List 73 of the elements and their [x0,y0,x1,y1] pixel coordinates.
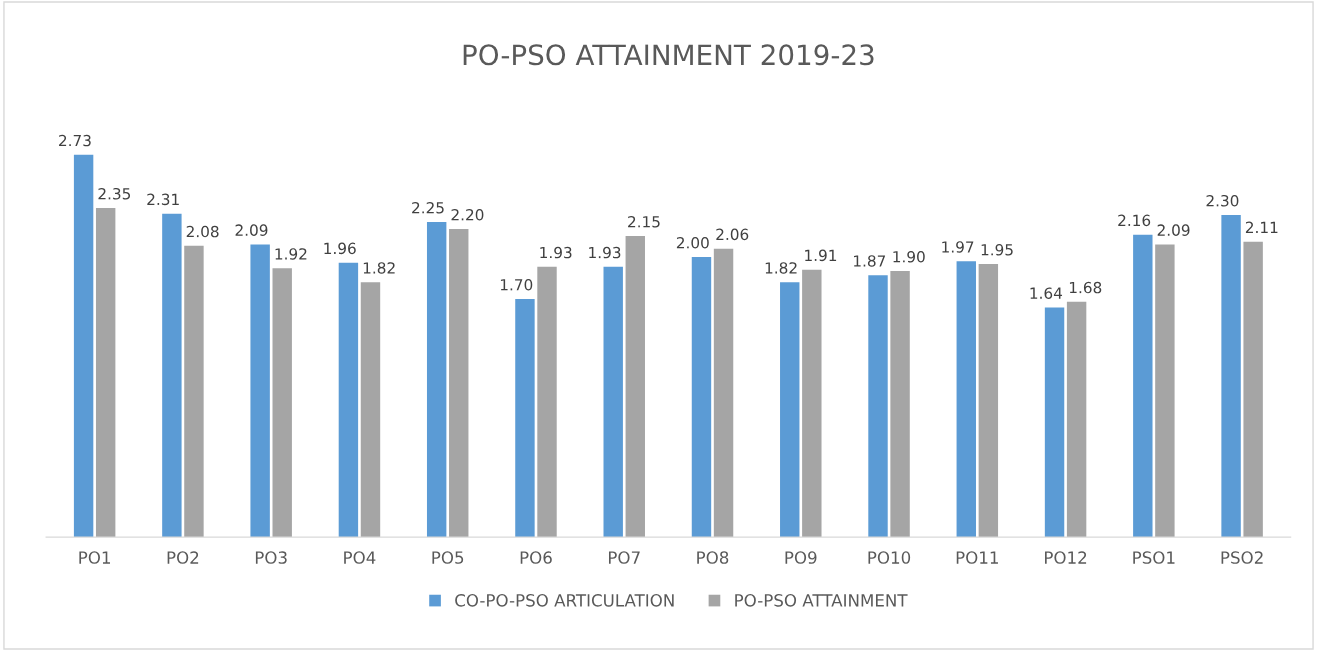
bar [1221,215,1241,538]
bar [95,208,116,538]
data-label: 1.82 [363,262,395,274]
bar [868,275,888,538]
data-label: 1.90 [893,250,925,263]
data-label: 1.70 [500,278,533,291]
bar [625,236,645,538]
bar [537,266,557,538]
bar [890,271,910,538]
bar [338,262,359,538]
data-label: 1.97 [942,241,974,253]
data-label: 1.64 [1030,287,1063,299]
bar [1066,301,1087,538]
x-tick-label: PO3 [255,551,287,564]
x-tick-label: PSO2 [1221,551,1263,564]
bar [956,261,976,538]
data-label: 2.16 [1118,214,1151,227]
bar [713,248,734,538]
x-tick-label: PO5 [432,551,464,564]
data-label: 2.00 [676,236,709,249]
data-label: 1.68 [1069,281,1102,294]
legend-label: CO-PO-PSO ARTICULATION [455,594,674,607]
bar [426,222,447,538]
data-label: 2.15 [628,215,660,228]
chart-title: PO-PSO ATTAINMENT 2019-23 [463,44,874,66]
bar [603,266,623,538]
data-label: 2.35 [98,187,131,200]
data-label: 1.95 [981,243,1013,256]
x-tick-label: PO7 [608,551,640,564]
x-tick-label: PO4 [344,551,376,564]
bar [250,244,270,538]
bar [272,268,292,538]
bar [515,299,535,538]
data-label: 2.09 [235,224,268,236]
legend-label: PO-PSO ATTAINMENT [735,594,908,607]
bar [1243,241,1263,538]
bar [1133,234,1153,538]
x-tick-label: PO1 [79,551,110,564]
data-label: 1.82 [765,262,797,274]
bar [184,245,204,538]
bar [978,264,999,538]
x-tick-label: PSO1 [1133,551,1175,564]
data-label: 2.25 [412,201,444,214]
data-label: 1.92 [275,248,307,260]
data-label: 1.96 [324,242,356,255]
x-tick-label: PO8 [697,551,729,564]
data-label: 2.09 [1157,224,1190,236]
x-tick-label: PO11 [956,551,998,564]
data-label: 1.87 [854,255,886,267]
x-tick-label: PO12 [1045,551,1087,564]
bar [162,213,182,538]
data-label: 1.91 [805,249,837,262]
x-tick-label: PO10 [868,551,911,564]
data-label: 2.20 [451,208,484,221]
x-tick-label: PO2 [167,551,199,564]
data-label: 2.31 [147,193,179,206]
data-label: 2.73 [59,134,91,147]
bar [449,229,469,538]
x-tick-label: PO9 [785,551,817,564]
data-label: 2.08 [186,225,219,238]
data-label: 2.11 [1245,221,1278,233]
bar [780,282,800,538]
data-label: 1.93 [540,246,572,259]
bar [360,282,381,538]
bar [1155,244,1175,538]
bar [1044,307,1065,538]
bar [802,269,822,538]
x-tick-label: PO6 [520,551,552,564]
bar [73,154,94,538]
data-label: 2.30 [1206,194,1239,207]
bar [691,257,712,538]
data-label: 2.06 [716,228,749,241]
data-label: 1.93 [589,246,621,259]
